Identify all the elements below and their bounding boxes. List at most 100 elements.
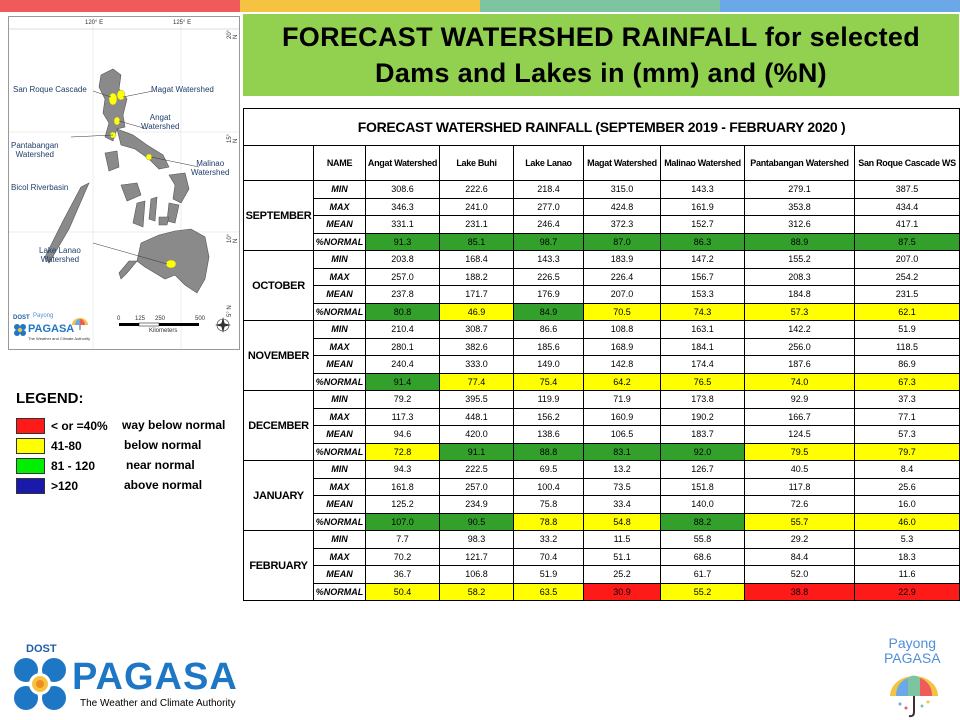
value-cell: 119.9 xyxy=(513,390,584,409)
percent-normal-cell: 88.8 xyxy=(513,442,584,461)
value-cell: 13.2 xyxy=(583,460,661,479)
label-pantabangan: Pantabangan Watershed xyxy=(11,141,59,159)
coord-125e: 125° E xyxy=(173,20,192,26)
umbrella-icon xyxy=(890,675,938,718)
value-cell: 254.2 xyxy=(853,267,960,286)
value-cell: 149.0 xyxy=(513,355,584,374)
table-row: MEAN 237.8 171.7 176.9 207.0 153.3 184.8 231.5 xyxy=(244,285,960,304)
value-cell: 161.9 xyxy=(660,197,745,216)
value-cell: 277.0 xyxy=(513,197,584,216)
month-label: JANUARY xyxy=(243,460,314,531)
stat-label: %NORMAL xyxy=(313,582,366,601)
value-cell: 118.5 xyxy=(853,337,960,356)
value-cell: 226.5 xyxy=(513,267,584,286)
legend-desc-below: below normal xyxy=(124,438,202,452)
legend-range: 81 - 120 xyxy=(51,459,96,473)
legend-item-above: >120 xyxy=(16,478,137,494)
value-cell: 161.8 xyxy=(365,477,440,496)
value-cell: 208.3 xyxy=(744,267,855,286)
percent-normal-cell: 87.5 xyxy=(853,232,960,251)
legend-swatch-blue xyxy=(16,478,45,494)
stat-label: %NORMAL xyxy=(313,442,366,461)
stat-label: MIN xyxy=(313,250,366,269)
map-graphic xyxy=(9,17,239,349)
percent-normal-cell: 88.9 xyxy=(744,232,855,251)
percent-normal-cell: 62.1 xyxy=(853,302,960,321)
percent-normal-cell: 63.5 xyxy=(513,582,584,601)
value-cell: 387.5 xyxy=(853,180,960,199)
value-cell: 25.6 xyxy=(853,477,960,496)
table-row: JANUARY MIN 94.3 222.5 69.5 13.2 126.7 40.5 8.4 xyxy=(243,460,960,531)
footer-pagasa-name: PAGASA xyxy=(72,656,238,698)
stat-label: MEAN xyxy=(313,285,366,304)
stat-label: MIN xyxy=(313,530,366,549)
table-title: FORECAST WATERSHED RAINFALL (SEPTEMBER 2… xyxy=(242,108,960,146)
value-cell: 207.0 xyxy=(853,250,960,269)
value-cell: 331.1 xyxy=(365,215,440,234)
value-cell: 152.7 xyxy=(660,215,745,234)
top-color-bar xyxy=(0,0,960,12)
bar-segment-red xyxy=(0,0,240,12)
value-cell: 171.7 xyxy=(439,285,514,304)
percent-normal-cell: 98.7 xyxy=(513,232,584,251)
month-label: OCTOBER xyxy=(243,250,314,321)
value-cell: 346.3 xyxy=(365,197,440,216)
legend-swatch-yellow xyxy=(16,438,45,454)
value-cell: 183.7 xyxy=(660,425,745,444)
legend-item-below: 41-80 xyxy=(16,438,137,454)
value-cell: 312.6 xyxy=(744,215,855,234)
value-cell: 207.0 xyxy=(583,285,661,304)
map-mini-logo: DOST Payong PAGASA The Weather and Clima… xyxy=(13,313,93,345)
stat-label: MEAN xyxy=(313,355,366,374)
page-title: FORECAST WATERSHED RAINFALL for selected… xyxy=(281,22,921,88)
value-cell: 434.4 xyxy=(853,197,960,216)
percent-normal-cell: 55.7 xyxy=(744,512,855,531)
percent-normal-cell: 74.3 xyxy=(660,302,745,321)
value-cell: 256.0 xyxy=(744,337,855,356)
table-row: MEAN 331.1 231.1 246.4 372.3 152.7 312.6 417.1 xyxy=(244,215,960,234)
value-cell: 203.8 xyxy=(365,250,440,269)
percent-normal-cell: 30.9 xyxy=(583,582,661,601)
footer-tagline: The Weather and Climate Authority xyxy=(80,698,236,709)
value-cell: 142.8 xyxy=(583,355,661,374)
table-row: MEAN 125.2 234.9 75.8 33.4 140.0 72.6 16.0 xyxy=(244,495,960,514)
value-cell: 218.4 xyxy=(513,180,584,199)
value-cell: 61.7 xyxy=(660,565,745,584)
value-cell: 98.3 xyxy=(439,530,514,549)
value-cell: 51.1 xyxy=(583,547,661,566)
table-row: %NORMAL 80.8 46.9 84.9 70.5 74.3 57.3 62.1 xyxy=(244,302,960,321)
value-cell: 246.4 xyxy=(513,215,584,234)
value-cell: 308.7 xyxy=(439,320,514,339)
value-cell: 94.3 xyxy=(365,460,440,479)
percent-normal-cell: 46.0 xyxy=(853,512,960,531)
value-cell: 140.0 xyxy=(660,495,745,514)
value-cell: 71.9 xyxy=(583,390,661,409)
scale-unit: Kilometers xyxy=(149,328,178,334)
label-magat: Magat Watershed xyxy=(151,85,214,94)
value-cell: 372.3 xyxy=(583,215,661,234)
percent-normal-cell: 78.8 xyxy=(513,512,584,531)
value-cell: 11.6 xyxy=(853,565,960,584)
value-cell: 424.8 xyxy=(583,197,661,216)
column-header: Lake Buhi xyxy=(439,145,514,181)
legend-desc-above: above normal xyxy=(124,478,203,492)
value-cell: 84.4 xyxy=(744,547,855,566)
value-cell: 333.0 xyxy=(439,355,514,374)
value-cell: 7.7 xyxy=(365,530,440,549)
value-cell: 185.6 xyxy=(513,337,584,356)
value-cell: 417.1 xyxy=(853,215,960,234)
table-row: MAX 70.2 121.7 70.4 51.1 68.6 84.4 18.3 xyxy=(244,547,960,566)
stat-label: MEAN xyxy=(313,215,366,234)
value-cell: 52.0 xyxy=(744,565,855,584)
table-row: %NORMAL 50.4 58.2 63.5 30.9 55.2 38.8 22.9 xyxy=(244,582,960,601)
table-row: MAX 161.8 257.0 100.4 73.5 151.8 117.8 25.6 xyxy=(244,477,960,496)
stat-label: MAX xyxy=(313,197,366,216)
table-row: SEPTEMBER MIN 308.6 222.6 218.4 315.0 143.3 279… xyxy=(243,180,960,251)
bar-segment-green xyxy=(480,0,720,12)
value-cell: 420.0 xyxy=(439,425,514,444)
value-cell: 166.7 xyxy=(744,407,855,426)
percent-normal-cell: 75.4 xyxy=(513,372,584,391)
month-label: DECEMBER xyxy=(243,390,314,461)
value-cell: 121.7 xyxy=(439,547,514,566)
percent-normal-cell: 91.3 xyxy=(365,232,440,251)
